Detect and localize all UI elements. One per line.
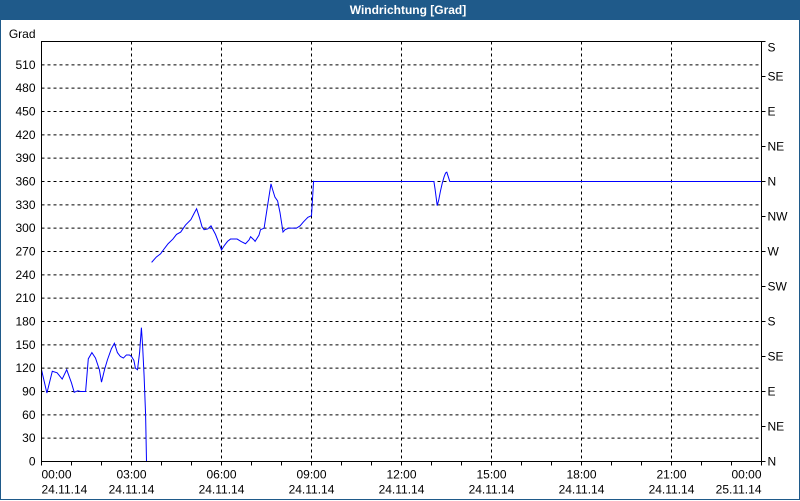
svg-text:90: 90 (22, 385, 36, 399)
svg-text:09:00: 09:00 (296, 468, 326, 482)
svg-text:18:00: 18:00 (566, 468, 596, 482)
svg-text:150: 150 (15, 338, 35, 352)
svg-text:240: 240 (15, 268, 35, 282)
svg-text:120: 120 (15, 361, 35, 375)
svg-text:NW: NW (768, 210, 789, 224)
svg-text:480: 480 (15, 81, 35, 95)
svg-text:15:00: 15:00 (476, 468, 506, 482)
svg-text:24.11.14: 24.11.14 (559, 483, 605, 497)
svg-text:0: 0 (29, 455, 36, 469)
svg-text:24.11.14: 24.11.14 (469, 483, 515, 497)
svg-text:270: 270 (15, 245, 35, 259)
svg-text:60: 60 (22, 408, 36, 422)
svg-text:NE: NE (768, 140, 785, 154)
svg-text:NE: NE (768, 420, 785, 434)
svg-text:06:00: 06:00 (206, 468, 236, 482)
svg-text:S: S (768, 315, 776, 329)
svg-text:12:00: 12:00 (386, 468, 416, 482)
svg-text:24.11.14: 24.11.14 (289, 483, 335, 497)
svg-text:SW: SW (768, 280, 788, 294)
svg-text:SE: SE (768, 350, 784, 364)
svg-text:360: 360 (15, 175, 35, 189)
svg-text:SE: SE (768, 70, 784, 84)
svg-text:510: 510 (15, 58, 35, 72)
svg-text:S: S (768, 41, 776, 55)
svg-text:25.11.14: 25.11.14 (716, 483, 762, 497)
svg-text:180: 180 (15, 315, 35, 329)
svg-text:N: N (768, 455, 777, 469)
svg-text:24.11.14: 24.11.14 (379, 483, 425, 497)
svg-text:24.11.14: 24.11.14 (199, 483, 245, 497)
svg-text:Grad: Grad (9, 27, 36, 41)
svg-text:24.11.14: 24.11.14 (42, 483, 88, 497)
svg-text:00:00: 00:00 (731, 468, 761, 482)
svg-text:330: 330 (15, 198, 35, 212)
svg-text:00:00: 00:00 (42, 468, 72, 482)
svg-text:450: 450 (15, 105, 35, 119)
svg-text:21:00: 21:00 (656, 468, 686, 482)
svg-text:210: 210 (15, 291, 35, 305)
svg-text:W: W (768, 245, 780, 259)
svg-text:30: 30 (22, 431, 36, 445)
svg-text:420: 420 (15, 128, 35, 142)
svg-text:N: N (768, 175, 777, 189)
svg-text:390: 390 (15, 151, 35, 165)
svg-text:E: E (768, 105, 776, 119)
svg-text:E: E (768, 385, 776, 399)
svg-text:300: 300 (15, 221, 35, 235)
svg-text:24.11.14: 24.11.14 (109, 483, 155, 497)
svg-text:03:00: 03:00 (116, 468, 146, 482)
svg-text:24.11.14: 24.11.14 (649, 483, 695, 497)
